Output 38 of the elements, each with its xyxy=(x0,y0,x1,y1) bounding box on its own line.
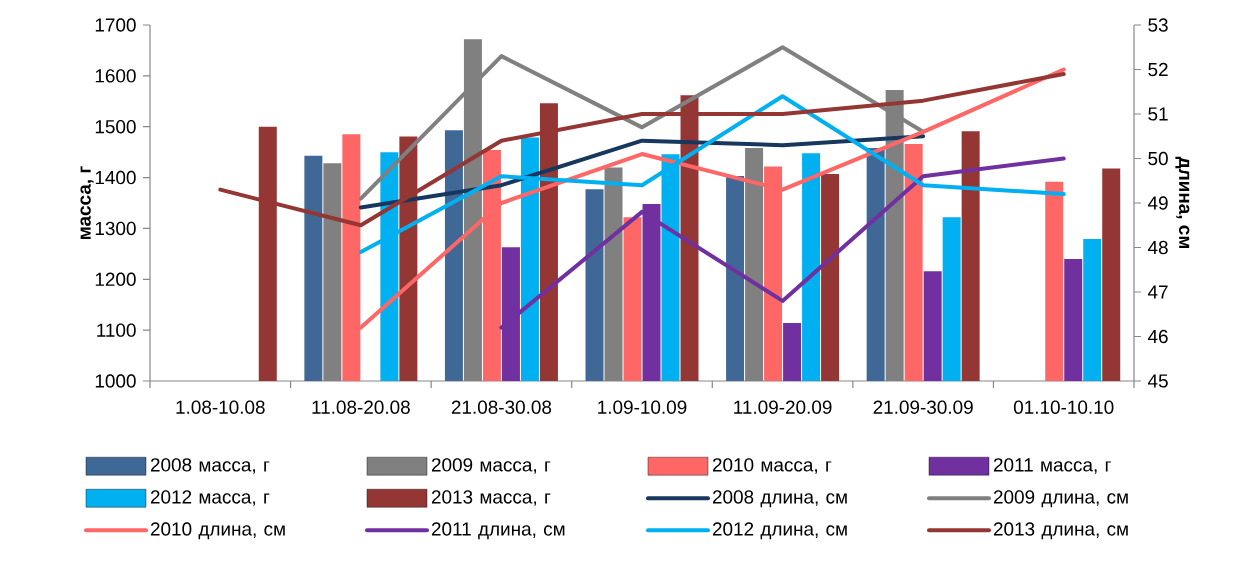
y2-tick-label: 52 xyxy=(1148,62,1168,77)
legend-label: 2012 длина, см xyxy=(712,522,847,540)
legend-label: 2010 длина, см xyxy=(150,522,285,540)
y-tick-label: 1000 xyxy=(95,374,136,388)
legend-label: 2009 масса, г xyxy=(431,458,551,474)
legend-label: 2008 масса, г xyxy=(150,458,270,474)
x-tick-label: 21.09-30.09 xyxy=(873,400,973,414)
x-tick-label: 21.08-30.08 xyxy=(451,400,552,414)
x-tick-label: 11.09-20.09 xyxy=(734,400,832,414)
legend-label: 2010 масса, г xyxy=(712,458,832,474)
legend-label: 2013 масса, г xyxy=(431,490,551,506)
x-tick-label: 11.08-20.08 xyxy=(312,400,410,414)
y2-tick-label: 45 xyxy=(1147,374,1168,388)
y-tick-label: 1400 xyxy=(95,170,136,185)
y-tick-label: 1500 xyxy=(95,120,136,134)
legend-label: 2011 длина, см xyxy=(431,522,565,540)
y2-tick-label: 46 xyxy=(1147,329,1168,344)
legend-label: 2011 масса, г xyxy=(993,458,1111,474)
y2-tick-label: 47 xyxy=(1147,285,1168,299)
legend-label: 2013 длина, см xyxy=(993,522,1128,540)
y2-axis-title: длина, см xyxy=(1175,156,1190,248)
y2-tick-label: 50 xyxy=(1148,151,1168,166)
y-tick-label: 1600 xyxy=(95,69,136,83)
x-tick-label: 1.08-10.08 xyxy=(176,400,265,414)
x-tick-label: 01.10-10.10 xyxy=(1013,400,1114,414)
legend-label: 2012 масса, г xyxy=(150,490,270,506)
y2-tick-label: 51 xyxy=(1148,107,1168,121)
y-tick-label: 1300 xyxy=(95,221,136,236)
y2-tick-label: 49 xyxy=(1147,196,1168,210)
y-axis-title: масса, г xyxy=(80,166,94,239)
legend-label: 2008 длина, см xyxy=(712,490,847,508)
y2-tick-label: 48 xyxy=(1147,240,1168,255)
y2-tick-label: 53 xyxy=(1148,18,1168,32)
y-tick-label: 1200 xyxy=(95,272,136,286)
y-tick-label: 1700 xyxy=(95,18,136,32)
x-tick-label: 1.09-10.09 xyxy=(598,400,687,414)
legend-label: 2009 длина, см xyxy=(993,490,1128,508)
y-tick-label: 1100 xyxy=(97,323,136,337)
